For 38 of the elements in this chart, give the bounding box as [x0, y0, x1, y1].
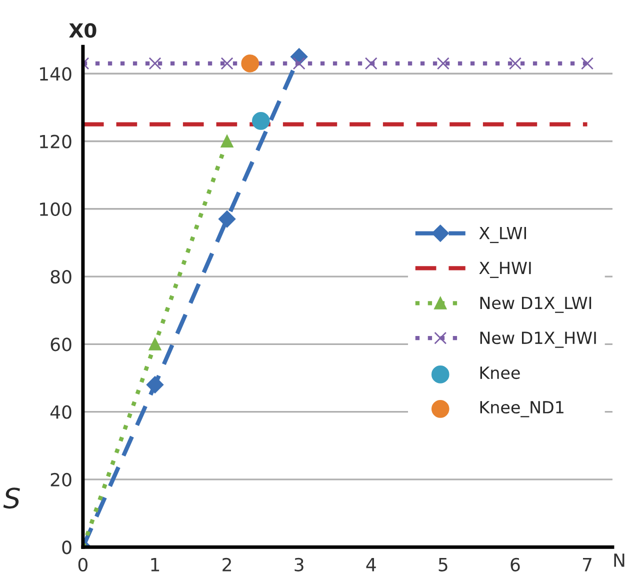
- point: [241, 54, 259, 72]
- point: [146, 376, 164, 394]
- legend-label: New D1X_HWI: [480, 332, 596, 348]
- legend-label: Knee_ND1: [480, 401, 564, 418]
- point: [148, 338, 162, 350]
- y-tick-label: 140: [40, 67, 72, 81]
- point: [218, 210, 236, 228]
- point: [364, 57, 378, 70]
- y-tick-label: 120: [40, 134, 72, 148]
- legend-label: X_LWI: [479, 226, 526, 244]
- x-tick-label: 3: [294, 558, 304, 572]
- x-tick-label: 5: [438, 558, 448, 572]
- y-tick-label: 80: [50, 270, 72, 284]
- point: [220, 135, 234, 148]
- x-tick-label: 7: [583, 558, 592, 572]
- x-tick-label: 6: [510, 558, 520, 572]
- legend-label: X_HWI: [479, 262, 531, 278]
- y-tick-label: 20: [50, 472, 72, 487]
- y-tick-label: 60: [50, 338, 72, 352]
- x-axis-title: N: [614, 554, 624, 567]
- point: [148, 57, 162, 70]
- point: [220, 57, 234, 70]
- x-tick-label: 4: [366, 558, 376, 572]
- y-tick-label: 40: [50, 405, 72, 419]
- x-tick-label: 1: [151, 558, 160, 572]
- point: [436, 57, 450, 70]
- legend-label: New D1X_LWI: [480, 296, 592, 313]
- x-tick-label: 2: [222, 558, 231, 572]
- point: [581, 57, 594, 70]
- y-tick-label: 100: [40, 202, 72, 216]
- legend-label: Knee: [480, 366, 520, 380]
- point: [252, 112, 270, 130]
- y-tick-label: 0: [62, 540, 72, 554]
- y-axis-title: X0: [69, 23, 96, 38]
- point: [292, 57, 306, 70]
- text: S: [3, 488, 20, 509]
- x-tick-label: 0: [78, 558, 88, 572]
- point: [508, 57, 522, 70]
